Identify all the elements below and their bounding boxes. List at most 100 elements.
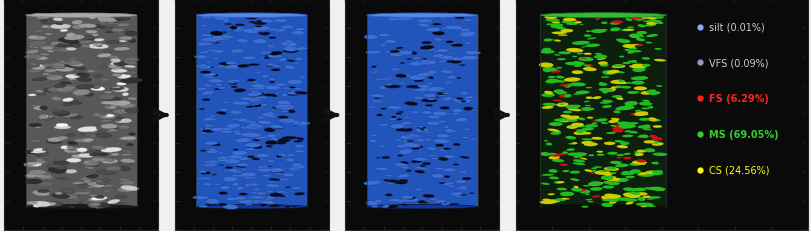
Ellipse shape (278, 195, 285, 197)
Ellipse shape (35, 174, 51, 178)
Ellipse shape (58, 39, 78, 44)
Ellipse shape (84, 26, 97, 30)
Text: VFS (0.09%): VFS (0.09%) (708, 58, 767, 68)
Ellipse shape (197, 43, 207, 47)
Ellipse shape (256, 21, 268, 24)
Ellipse shape (419, 61, 436, 65)
Ellipse shape (587, 155, 594, 157)
Ellipse shape (584, 106, 590, 107)
Ellipse shape (612, 65, 623, 68)
Ellipse shape (214, 184, 220, 185)
Ellipse shape (273, 30, 286, 33)
Ellipse shape (622, 188, 637, 192)
Ellipse shape (591, 195, 599, 198)
Ellipse shape (111, 153, 119, 156)
Ellipse shape (587, 65, 592, 66)
Ellipse shape (557, 52, 571, 55)
Bar (174, 0, 328, 230)
Ellipse shape (57, 87, 75, 92)
Ellipse shape (44, 202, 56, 206)
Ellipse shape (199, 39, 212, 43)
Ellipse shape (650, 119, 660, 122)
Ellipse shape (602, 176, 616, 180)
Ellipse shape (367, 205, 477, 209)
Ellipse shape (217, 159, 229, 162)
Ellipse shape (59, 86, 75, 91)
Ellipse shape (36, 161, 43, 162)
Ellipse shape (33, 151, 49, 156)
Ellipse shape (653, 22, 663, 25)
Ellipse shape (631, 64, 646, 69)
Ellipse shape (464, 97, 473, 100)
Ellipse shape (232, 157, 241, 159)
Ellipse shape (298, 77, 305, 79)
Ellipse shape (230, 50, 244, 54)
Ellipse shape (641, 58, 650, 61)
Ellipse shape (640, 16, 652, 20)
Ellipse shape (431, 55, 444, 58)
Ellipse shape (421, 111, 431, 115)
Ellipse shape (462, 58, 478, 61)
Ellipse shape (95, 205, 108, 208)
Ellipse shape (96, 170, 115, 175)
Ellipse shape (443, 155, 455, 159)
Ellipse shape (627, 61, 637, 64)
Ellipse shape (55, 67, 74, 72)
Ellipse shape (438, 158, 448, 161)
Ellipse shape (371, 135, 376, 137)
Ellipse shape (650, 21, 661, 23)
Ellipse shape (566, 20, 577, 23)
Ellipse shape (39, 184, 45, 186)
Ellipse shape (119, 41, 127, 43)
Ellipse shape (280, 43, 289, 46)
Ellipse shape (66, 48, 76, 51)
Ellipse shape (460, 29, 470, 33)
Ellipse shape (444, 131, 453, 134)
Ellipse shape (67, 40, 74, 43)
Ellipse shape (461, 137, 469, 139)
Ellipse shape (619, 142, 629, 146)
Ellipse shape (568, 143, 577, 145)
Ellipse shape (598, 88, 612, 93)
Ellipse shape (247, 93, 262, 97)
Ellipse shape (561, 21, 573, 24)
Ellipse shape (544, 81, 557, 84)
Ellipse shape (443, 82, 453, 85)
Ellipse shape (379, 78, 392, 81)
Ellipse shape (629, 66, 636, 69)
Ellipse shape (601, 198, 616, 201)
Ellipse shape (607, 120, 618, 124)
Text: MS (69.05%): MS (69.05%) (708, 130, 777, 140)
Ellipse shape (612, 125, 623, 128)
Ellipse shape (35, 158, 43, 162)
Ellipse shape (653, 162, 658, 164)
Ellipse shape (371, 72, 379, 74)
Ellipse shape (265, 146, 272, 148)
Ellipse shape (294, 29, 305, 32)
Ellipse shape (627, 47, 637, 50)
Ellipse shape (258, 169, 268, 171)
Ellipse shape (624, 50, 632, 52)
Ellipse shape (247, 79, 255, 82)
Ellipse shape (100, 20, 107, 21)
Ellipse shape (218, 192, 227, 195)
Ellipse shape (260, 104, 268, 107)
Ellipse shape (268, 112, 272, 114)
Ellipse shape (646, 35, 657, 38)
Ellipse shape (623, 198, 637, 202)
Ellipse shape (104, 51, 113, 54)
Ellipse shape (204, 118, 213, 122)
Ellipse shape (118, 37, 131, 41)
Ellipse shape (417, 85, 431, 89)
Ellipse shape (71, 21, 83, 25)
Ellipse shape (80, 36, 95, 41)
Ellipse shape (609, 23, 619, 26)
Ellipse shape (383, 179, 390, 182)
Ellipse shape (202, 25, 208, 27)
Ellipse shape (590, 137, 602, 140)
Ellipse shape (585, 88, 591, 89)
Ellipse shape (427, 77, 433, 80)
Ellipse shape (217, 203, 227, 206)
Ellipse shape (566, 125, 577, 129)
Ellipse shape (212, 58, 220, 61)
